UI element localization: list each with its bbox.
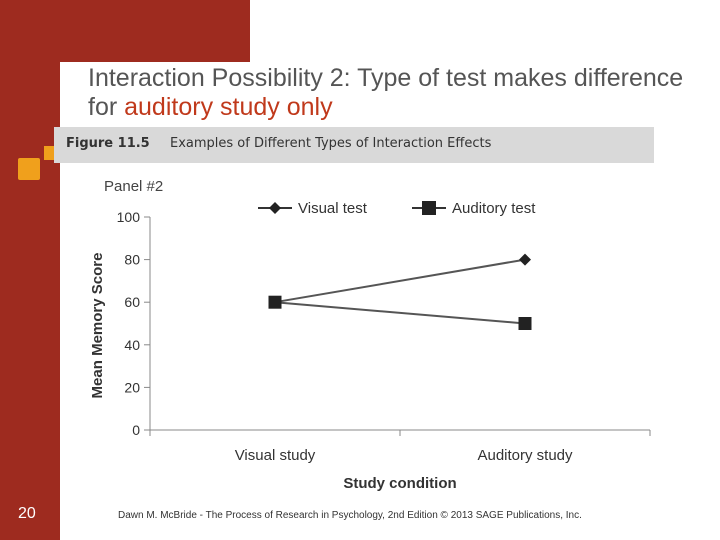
x-tick-label: Auditory study bbox=[477, 447, 573, 464]
y-tick-label: 40 bbox=[124, 337, 140, 353]
series-line-1 bbox=[274, 258, 526, 304]
data-point-series-2 bbox=[518, 317, 532, 330]
data-point-series-1 bbox=[519, 253, 531, 266]
data-point-series-2 bbox=[268, 295, 282, 309]
page-number: 20 bbox=[18, 505, 36, 522]
title-accent: auditory study only bbox=[124, 93, 333, 121]
footer-citation: Dawn M. McBride - The Process of Researc… bbox=[118, 510, 582, 521]
panel-label: Panel #2 bbox=[104, 178, 163, 195]
sidebar-band bbox=[0, 0, 60, 540]
figure-label: Figure 11.5 bbox=[66, 136, 150, 151]
legend-marker-2 bbox=[422, 201, 436, 215]
figure-caption: Examples of Different Types of Interacti… bbox=[170, 136, 492, 151]
y-tick-label: 20 bbox=[124, 379, 140, 395]
legend-label-1: Visual test bbox=[298, 200, 368, 217]
y-tick-label: 100 bbox=[117, 209, 141, 225]
y-tick-label: 80 bbox=[124, 252, 140, 268]
decorative-square bbox=[18, 158, 40, 180]
slide-title: Interaction Possibility 2: Type of test … bbox=[88, 64, 708, 122]
x-tick-label: Visual study bbox=[235, 447, 316, 464]
interaction-line-chart: Panel #2 0 20 40 60 80 100 Visual study Auditory… bbox=[89, 178, 651, 492]
y-tick-label: 0 bbox=[132, 422, 140, 438]
title-text: Interaction Possibility 2: Type of test … bbox=[88, 64, 684, 121]
figure-banner: Figure 11.5 Examples of Different Types … bbox=[54, 127, 654, 163]
legend-label-2: Auditory test bbox=[452, 200, 536, 217]
y-tick-label: 60 bbox=[124, 294, 140, 310]
legend-marker-1 bbox=[269, 202, 281, 214]
header-block bbox=[60, 0, 250, 62]
x-axis-label: Study condition bbox=[343, 475, 456, 492]
series-line-2 bbox=[274, 301, 526, 325]
y-axis-label: Mean Memory Score bbox=[89, 253, 106, 399]
corner-curve bbox=[60, 62, 84, 86]
